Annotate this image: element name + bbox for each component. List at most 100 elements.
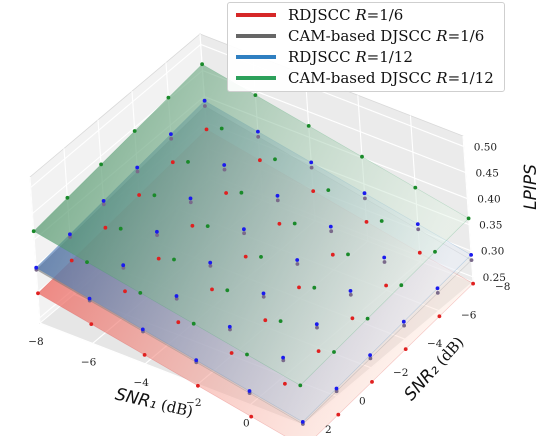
data-point xyxy=(202,98,207,103)
data-point xyxy=(336,412,341,417)
data-point xyxy=(298,383,303,388)
z-axis-label: LPIPS xyxy=(521,164,541,210)
data-point xyxy=(332,350,336,354)
data-point xyxy=(169,132,173,137)
data-point xyxy=(186,160,190,164)
data-point xyxy=(99,162,103,167)
data-point xyxy=(466,216,471,221)
data-point xyxy=(348,289,353,293)
x-tick-label: −2 xyxy=(186,397,201,409)
data-point xyxy=(253,93,258,97)
data-point xyxy=(399,283,404,288)
data-point xyxy=(224,191,229,195)
data-point xyxy=(101,199,106,203)
data-point xyxy=(200,62,205,67)
data-point xyxy=(435,286,440,291)
data-point xyxy=(204,127,209,132)
data-point xyxy=(142,353,147,357)
data-point xyxy=(169,136,174,141)
data-point xyxy=(292,221,297,226)
data-point xyxy=(370,380,374,384)
data-point xyxy=(281,358,286,363)
data-point xyxy=(227,324,232,329)
data-point xyxy=(256,134,261,139)
data-point xyxy=(329,229,334,234)
z-tick-label: 0.50 xyxy=(474,141,497,153)
data-point xyxy=(334,386,339,391)
data-point xyxy=(277,221,282,226)
data-point xyxy=(330,252,335,257)
data-point xyxy=(275,193,280,198)
data-point xyxy=(34,265,39,270)
data-point xyxy=(259,255,263,259)
data-point xyxy=(219,126,224,131)
z-tick-label: 0.45 xyxy=(476,168,499,180)
data-point xyxy=(435,291,440,295)
data-point xyxy=(152,193,157,198)
data-point xyxy=(228,327,232,332)
data-point xyxy=(363,196,367,201)
grid-line xyxy=(462,135,474,283)
data-point xyxy=(295,258,300,262)
data-point xyxy=(170,160,175,165)
data-point xyxy=(89,322,94,326)
data-point xyxy=(191,321,196,326)
data-point xyxy=(437,314,442,319)
data-point xyxy=(365,316,370,321)
data-point xyxy=(402,323,406,328)
data-point xyxy=(379,219,384,223)
data-point xyxy=(309,165,314,170)
legend-item: RDJSCC R=1/6 xyxy=(236,5,403,25)
data-point xyxy=(208,260,213,265)
data-point xyxy=(309,160,314,165)
x-axis-label: SNR₁ (dB) xyxy=(113,384,195,421)
y-tick-label: −8 xyxy=(495,281,510,293)
y-tick-label: −4 xyxy=(427,338,443,350)
x-tick-label: −6 xyxy=(81,356,97,368)
data-point xyxy=(229,351,234,355)
data-point xyxy=(121,266,126,270)
data-point xyxy=(306,124,311,128)
data-point xyxy=(222,163,227,167)
data-point xyxy=(196,383,200,388)
legend-label: RDJSCC R=1/12 xyxy=(288,48,413,66)
data-point xyxy=(242,231,247,236)
data-point xyxy=(382,260,387,264)
y-tick-label: 2 xyxy=(325,424,332,436)
legend: RDJSCC R=1/6 CAM-based DJSCC R=1/6 RDJSC… xyxy=(227,2,505,92)
data-point xyxy=(155,229,159,234)
data-point xyxy=(103,225,108,230)
legend-item: RDJSCC R=1/12 xyxy=(236,47,413,67)
data-point xyxy=(278,319,283,323)
data-point xyxy=(360,154,364,159)
data-point xyxy=(416,227,421,232)
data-point xyxy=(433,249,437,254)
grid-line xyxy=(29,176,41,324)
data-point xyxy=(118,226,123,231)
x-tick-label: −8 xyxy=(28,336,43,348)
data-point xyxy=(469,258,474,262)
data-point xyxy=(247,389,252,393)
data-point xyxy=(190,223,195,228)
data-point xyxy=(138,291,143,295)
x-tick-label: −4 xyxy=(133,377,149,389)
data-point xyxy=(273,157,277,162)
legend-label: CAM-based DJSCC R=1/6 xyxy=(288,27,485,45)
data-point xyxy=(132,129,137,133)
data-point xyxy=(364,220,369,224)
data-point xyxy=(208,264,213,268)
data-point xyxy=(222,167,227,172)
data-point xyxy=(328,224,333,229)
data-point xyxy=(242,227,246,232)
data-point xyxy=(172,257,176,262)
data-point xyxy=(281,355,285,360)
data-point xyxy=(350,316,355,321)
data-point xyxy=(415,222,420,227)
data-point xyxy=(283,381,287,386)
z-tick-label: 0.25 xyxy=(483,272,506,284)
data-point xyxy=(261,291,266,296)
z-tick-label: 0.40 xyxy=(477,194,500,206)
data-point xyxy=(210,287,214,292)
legend-swatch xyxy=(236,76,276,80)
